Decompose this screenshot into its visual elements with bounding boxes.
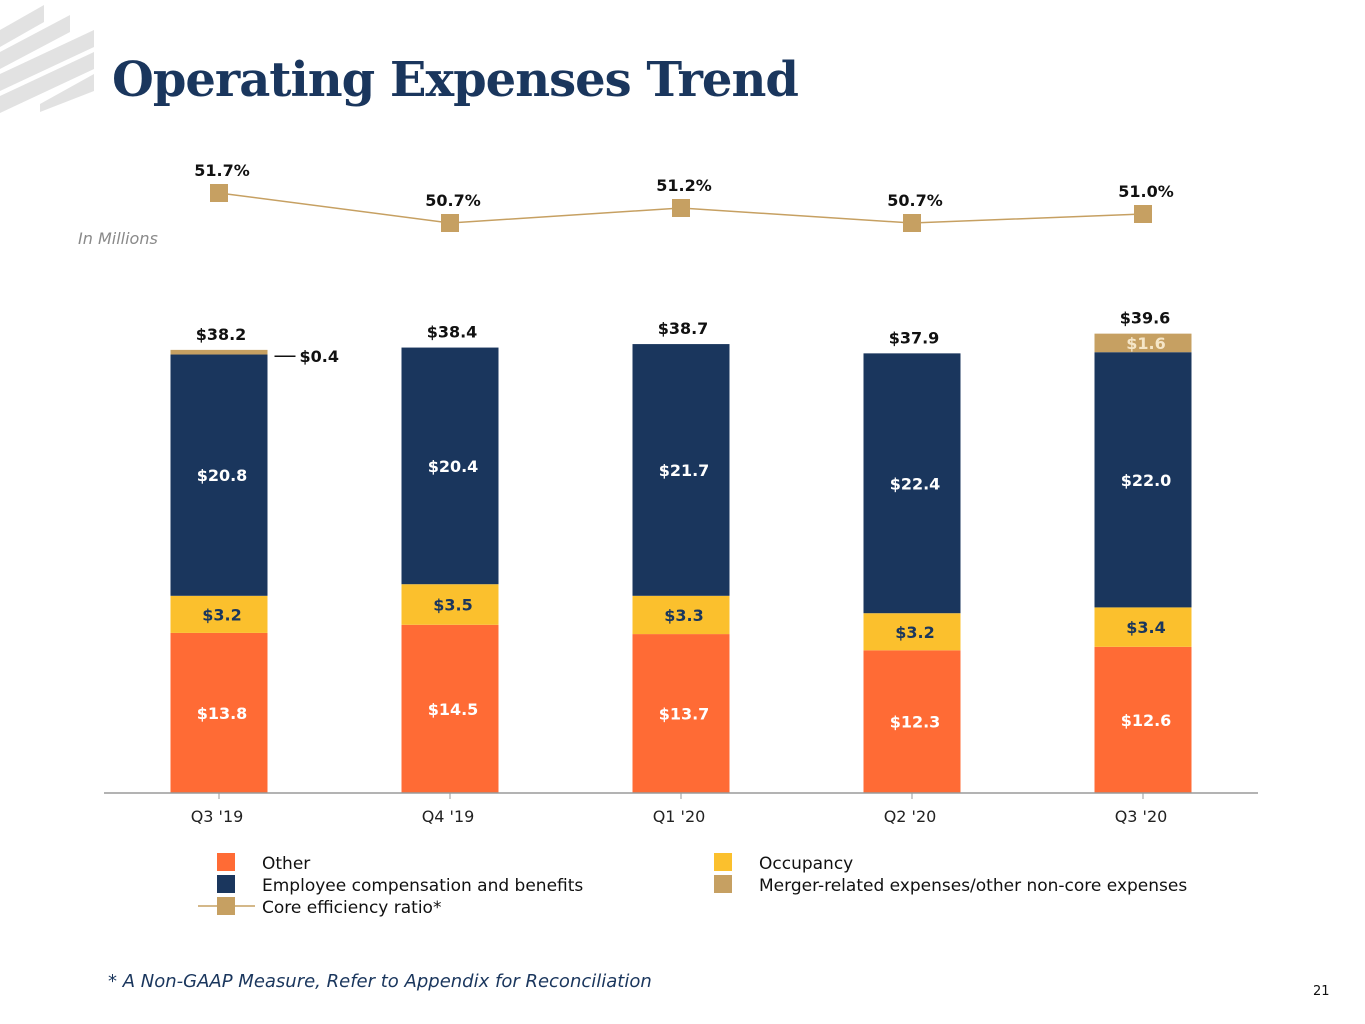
bar-other-3 — [863, 650, 961, 793]
legend-swatch-employee — [217, 875, 235, 893]
total-label-2: $38.7 — [658, 319, 709, 338]
efficiency-ratio-point-1 — [441, 214, 459, 232]
label-occupancy-2: $3.3 — [664, 606, 703, 625]
label-employee-1: $20.4 — [428, 457, 479, 476]
legend-label-ratio: Core efficiency ratio* — [262, 898, 441, 918]
legend-label-merger: Merger-related expenses/other non-core e… — [759, 876, 1187, 896]
bar-occupancy-2 — [632, 595, 730, 635]
legend-label-other: Other — [262, 854, 310, 874]
bar-occupancy-0 — [170, 595, 268, 633]
efficiency-ratio-label-3: 50.7% — [887, 191, 943, 210]
legend-label-occupancy: Occupancy — [759, 854, 853, 874]
bar-occupancy-4 — [1094, 607, 1192, 647]
x-tick-label-3: Q2 '20 — [884, 807, 937, 826]
bar-other-2 — [632, 634, 730, 793]
x-tick-label-4: Q3 '20 — [1115, 807, 1168, 826]
label-occupancy-0: $3.2 — [202, 605, 241, 624]
label-other-2: $13.7 — [659, 705, 710, 724]
page-number: 21 — [1313, 984, 1330, 999]
bars: $13.8 $3.2 $20.8 $0.4 $38.2 $14.5 $3.5 $20.4 $38… — [170, 309, 1192, 793]
bar-other-0 — [170, 632, 268, 793]
label-occupancy-4: $3.4 — [1126, 618, 1165, 637]
efficiency-ratio-point-4 — [1134, 205, 1152, 223]
x-ticks: Q3 '19 Q4 '19 Q1 '20 Q2 '20 Q3 '20 — [191, 793, 1168, 826]
label-other-1: $14.5 — [428, 700, 479, 719]
legend-swatch-merger — [714, 875, 732, 893]
units-note: In Millions — [78, 229, 158, 248]
label-merger-0: $0.4 — [300, 347, 339, 366]
bar-employee-2 — [632, 344, 730, 596]
total-label-0: $38.2 — [196, 325, 247, 344]
bar-merger-0 — [170, 349, 268, 355]
label-employee-4: $22.0 — [1121, 471, 1172, 490]
label-employee-3: $22.4 — [890, 474, 941, 493]
legend-swatch-occupancy — [714, 853, 732, 871]
x-tick-label-1: Q4 '19 — [422, 807, 475, 826]
label-employee-0: $20.8 — [197, 466, 248, 485]
bar-other-1 — [401, 624, 499, 793]
footnote: * A Non-GAAP Measure, Refer to Appendix … — [108, 971, 652, 992]
bar-employee-0 — [170, 354, 268, 596]
bar-other-4 — [1094, 646, 1192, 793]
legend-swatch-other — [217, 853, 235, 871]
label-merger-4: $1.6 — [1126, 334, 1165, 353]
bar-merger-4 — [1094, 333, 1192, 353]
bar-occupancy-1 — [401, 584, 499, 625]
label-occupancy-3: $3.2 — [895, 623, 934, 642]
total-label-4: $39.6 — [1120, 309, 1171, 328]
x-tick-label-2: Q1 '20 — [653, 807, 706, 826]
bar-employee-3 — [863, 353, 961, 614]
legend-label-employee: Employee compensation and benefits — [262, 876, 583, 896]
efficiency-ratio-label-4: 51.0% — [1118, 182, 1174, 201]
label-other-4: $12.6 — [1121, 711, 1172, 730]
legend: Other Occupancy Employee compensation and … — [198, 853, 1187, 918]
label-other-3: $12.3 — [890, 713, 941, 732]
efficiency-ratio-series: 51.7% 50.7% 51.2% 50.7% 51.0% — [194, 161, 1174, 232]
bar-employee-1 — [401, 347, 499, 585]
efficiency-ratio-label-2: 51.2% — [656, 176, 712, 195]
bar-employee-4 — [1094, 352, 1192, 608]
efficiency-ratio-point-3 — [903, 214, 921, 232]
logo-icon — [0, 5, 94, 113]
efficiency-ratio-point-0 — [210, 184, 228, 202]
legend-swatch-ratio — [217, 897, 235, 915]
operating-expenses-chart: 51.7% 50.7% 51.2% 50.7% 51.0% $13.8 $3.2 $20.8… — [104, 161, 1258, 918]
efficiency-ratio-point-2 — [672, 199, 690, 217]
page-title: Operating Expenses Trend — [112, 52, 799, 108]
label-other-0: $13.8 — [197, 704, 248, 723]
label-occupancy-1: $3.5 — [433, 596, 472, 615]
bar-occupancy-3 — [863, 613, 961, 651]
efficiency-ratio-label-1: 50.7% — [425, 191, 481, 210]
total-label-3: $37.9 — [889, 328, 940, 347]
label-employee-2: $21.7 — [659, 461, 710, 480]
x-tick-label-0: Q3 '19 — [191, 807, 244, 826]
total-label-1: $38.4 — [427, 323, 478, 342]
efficiency-ratio-label-0: 51.7% — [194, 161, 250, 180]
